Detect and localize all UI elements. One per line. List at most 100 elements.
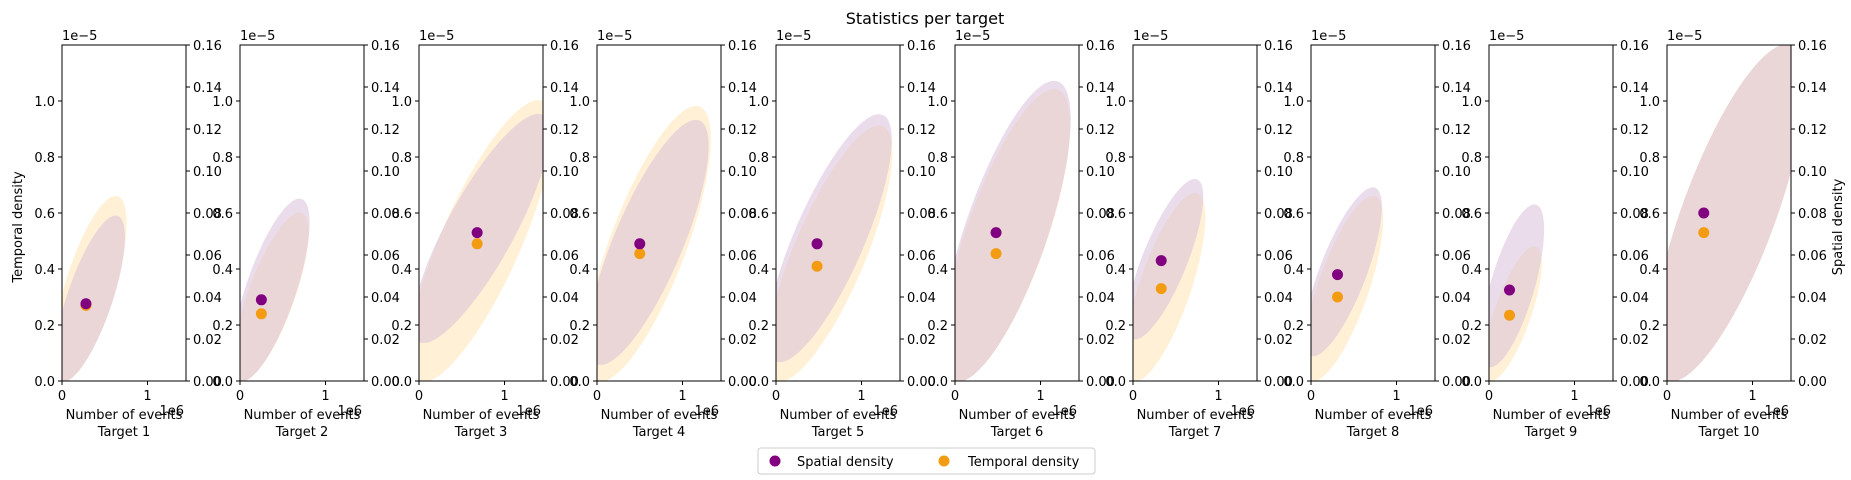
left-y-offset-label: 1e−5 <box>1667 29 1702 44</box>
left-y-tick-label: 0.6 <box>212 207 233 222</box>
left-y-tick-label: 0.0 <box>1105 375 1126 390</box>
right-y-tick-label: 0.12 <box>1620 123 1649 138</box>
x-axis-label: Number of events <box>1671 408 1788 423</box>
target-label: Target 1 <box>97 425 151 440</box>
right-y-tick-label: 0.10 <box>1620 165 1649 180</box>
left-y-tick-label: 0.8 <box>927 151 948 166</box>
left-y-tick-label: 0.6 <box>1283 207 1304 222</box>
left-y-tick-label: 0.4 <box>748 263 769 278</box>
spatial-density-ellipse <box>1667 45 1791 381</box>
right-y-tick-label: 0.06 <box>193 249 222 264</box>
left-y-tick-label: 1.0 <box>1105 95 1126 110</box>
right-y-tick-label: 0.06 <box>550 249 579 264</box>
right-y-tick-label: 0.02 <box>371 333 400 348</box>
right-y-tick-label: 0.08 <box>1442 207 1471 222</box>
right-y-tick-label: 0.02 <box>193 333 222 348</box>
left-y-tick-label: 0.6 <box>391 207 412 222</box>
temporal-density-point <box>255 308 267 320</box>
subplot-target-8: 0 1 0.0 0.2 0.4 0.6 0.8 1.0 0.00 0.02 0.04 0.06 0.08… <box>1283 29 1471 440</box>
left-y-offset-label: 1e−5 <box>776 29 811 44</box>
right-y-tick-label: 0.00 <box>1798 375 1827 390</box>
left-y-tick-label: 0.4 <box>1639 263 1660 278</box>
left-y-tick-label: 0.6 <box>927 207 948 222</box>
left-y-offset-label: 1e−5 <box>419 29 454 44</box>
left-y-tick-label: 0.6 <box>748 207 769 222</box>
x-axis-label: Number of events <box>1493 408 1610 423</box>
right-y-tick-label: 0.14 <box>1264 81 1293 96</box>
right-y-tick-label: 0.14 <box>1620 81 1649 96</box>
right-y-tick-label: 0.14 <box>1086 81 1115 96</box>
left-y-tick-label: 0.2 <box>212 319 233 334</box>
left-y-tick-label: 0.4 <box>391 263 412 278</box>
left-y-offset-label: 1e−5 <box>240 29 275 44</box>
left-y-tick-label: 0.0 <box>569 375 590 390</box>
subplot-target-5: 0 1 0.0 0.2 0.4 0.6 0.8 1.0 0.00 0.02 0.04 0.06 0.08… <box>748 29 936 440</box>
x-tick-label: 1 <box>321 389 329 404</box>
x-tick-label: 0 <box>1307 389 1315 404</box>
left-y-tick-label: 0.6 <box>569 207 590 222</box>
x-tick-label: 0 <box>1663 389 1671 404</box>
right-y-tick-label: 0.10 <box>1086 165 1115 180</box>
right-y-tick-label: 0.14 <box>371 81 400 96</box>
right-y-tick-label: 0.04 <box>1086 291 1115 306</box>
subplot-target-3: 0 1 0.0 0.2 0.4 0.6 0.8 1.0 0.00 0.02 0.04 0.06 0.08… <box>391 29 579 440</box>
right-y-tick-label: 0.02 <box>1264 333 1293 348</box>
right-y-tick-label: 0.06 <box>1798 249 1827 264</box>
x-tick-label: 1 <box>857 389 865 404</box>
spatial-density-point <box>80 298 92 310</box>
right-y-tick-label: 0.14 <box>907 81 936 96</box>
left-y-tick-label: 0.4 <box>569 263 590 278</box>
left-y-tick-label: 0.2 <box>1461 319 1482 334</box>
left-y-tick-label: 0.4 <box>34 263 55 278</box>
x-tick-label: 1 <box>1748 389 1756 404</box>
spatial-density-ellipse <box>240 198 310 381</box>
x-axis-label: Number of events <box>1315 408 1432 423</box>
x-offset-label: 1e6 <box>1408 404 1433 419</box>
spatial-density-ellipse <box>776 114 892 363</box>
right-y-tick-label: 0.00 <box>1264 375 1293 390</box>
spatial-density-point <box>255 294 267 306</box>
left-y-tick-label: 1.0 <box>569 95 590 110</box>
spatial-density-ellipse <box>955 80 1071 381</box>
subplot-target-9: 0 1 0.0 0.2 0.4 0.6 0.8 1.0 0.00 0.02 0.04 0.06 0.08… <box>1461 29 1649 440</box>
legend-marker-spatial <box>769 455 781 467</box>
right-y-tick-label: 0.16 <box>1620 39 1649 54</box>
x-tick-label: 1 <box>500 389 508 404</box>
right-y-tick-label: 0.04 <box>371 291 400 306</box>
right-y-tick-label: 0.10 <box>728 165 757 180</box>
right-y-tick-label: 0.00 <box>550 375 579 390</box>
x-tick-label: 0 <box>415 389 423 404</box>
right-y-tick-label: 0.04 <box>550 291 579 306</box>
right-y-tick-label: 0.16 <box>1264 39 1293 54</box>
left-y-tick-label: 0.2 <box>748 319 769 334</box>
left-y-offset-label: 1e−5 <box>955 29 990 44</box>
right-y-tick-label: 0.06 <box>371 249 400 264</box>
spatial-density-point <box>634 238 646 250</box>
chart-title: Statistics per target <box>846 9 1005 28</box>
confidence-ellipses <box>1133 178 1206 381</box>
left-y-tick-label: 0.2 <box>1283 319 1304 334</box>
left-y-tick-label: 0.0 <box>927 375 948 390</box>
left-y-tick-label: 1.0 <box>391 95 412 110</box>
right-y-tick-label: 0.12 <box>371 123 400 138</box>
left-y-tick-label: 0.4 <box>212 263 233 278</box>
left-y-tick-label: 0.0 <box>1283 375 1304 390</box>
right-y-tick-label: 0.14 <box>550 81 579 96</box>
left-y-tick-label: 1.0 <box>748 95 769 110</box>
right-y-tick-label: 0.06 <box>728 249 757 264</box>
temporal-density-point <box>1332 291 1344 303</box>
right-y-tick-label: 0.12 <box>1798 123 1827 138</box>
right-y-tick-label: 0.02 <box>728 333 757 348</box>
temporal-density-point <box>1155 283 1167 295</box>
confidence-ellipses <box>1311 187 1384 381</box>
right-y-tick-label: 0.06 <box>1620 249 1649 264</box>
right-y-tick-label: 0.00 <box>1086 375 1115 390</box>
right-y-tick-label: 0.00 <box>193 375 222 390</box>
spatial-density-point <box>1698 207 1710 219</box>
right-y-axis-label: Spatial density <box>1831 178 1846 275</box>
left-y-axis-label: Temporal density <box>11 171 26 284</box>
left-y-offset-label: 1e−5 <box>62 29 97 44</box>
temporal-density-point <box>471 238 483 250</box>
right-y-tick-label: 0.04 <box>1620 291 1649 306</box>
target-label: Target 7 <box>1168 425 1222 440</box>
